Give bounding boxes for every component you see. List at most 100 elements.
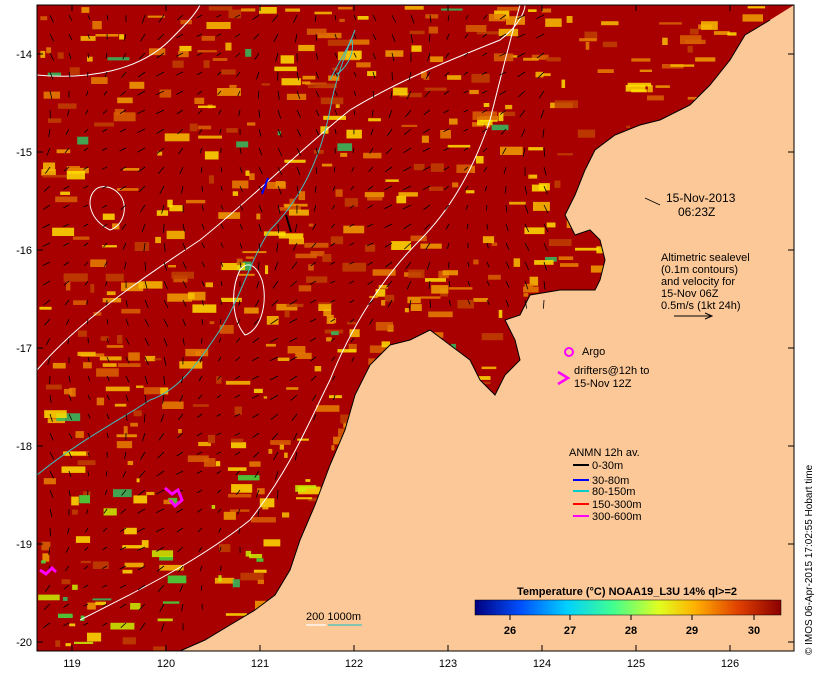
colorbar-tick-label: 27	[564, 625, 576, 637]
altimetry-line-1: Altimetric sealevel	[661, 252, 750, 264]
velocity-arrow	[258, 261, 260, 270]
velocity-arrow	[235, 52, 241, 58]
sst-patch	[585, 41, 590, 50]
velocity-arrow	[122, 242, 127, 250]
sst-patch	[198, 105, 216, 108]
sst-patch	[204, 151, 219, 160]
velocity-arrow	[141, 14, 146, 24]
velocity-arrow	[176, 508, 184, 513]
velocity-arrow	[485, 204, 488, 211]
sst-patch	[122, 637, 136, 645]
velocity-arrow	[423, 204, 431, 210]
sst-patch	[107, 57, 130, 61]
velocity-arrow	[270, 318, 279, 325]
velocity-arrow	[176, 109, 184, 115]
sst-patch	[579, 38, 597, 42]
velocity-arrow	[315, 128, 320, 136]
sst-patch	[102, 363, 117, 367]
sst-patch	[225, 42, 232, 51]
velocity-arrow	[102, 204, 108, 209]
velocity-arrow	[542, 128, 545, 138]
velocity-arrow	[314, 14, 317, 22]
velocity-arrow	[463, 109, 469, 113]
sst-patch	[113, 112, 136, 122]
sst-patch	[265, 265, 269, 275]
plot-frame	[36, 4, 795, 652]
sst-patch	[117, 363, 141, 367]
sst-patch	[102, 298, 122, 303]
sst-patch	[99, 356, 122, 361]
velocity-arrow	[353, 33, 357, 39]
velocity-arrow	[216, 14, 222, 18]
velocity-arrow	[384, 204, 393, 209]
velocity-arrow	[543, 204, 549, 214]
sst-patch	[285, 8, 300, 12]
velocity-arrow	[296, 90, 301, 100]
velocity-arrow	[156, 71, 165, 77]
velocity-arrow	[49, 90, 53, 100]
sst-patch	[66, 171, 85, 180]
sst-patch	[192, 304, 217, 313]
velocity-arrow	[486, 280, 490, 287]
velocity-arrow	[67, 109, 70, 117]
sst-patch	[488, 274, 501, 280]
sst-patch	[396, 195, 407, 204]
velocity-arrow	[516, 33, 526, 39]
velocity-arrow	[315, 185, 317, 193]
sst-patch	[75, 431, 84, 438]
velocity-arrow	[177, 432, 184, 439]
sst-patch	[207, 434, 215, 444]
velocity-arrow	[311, 394, 317, 401]
sst-patch	[149, 48, 166, 56]
sst-patch	[218, 575, 222, 582]
velocity-arrow	[429, 33, 431, 42]
velocity-arrow	[252, 337, 260, 344]
sst-patch	[335, 104, 340, 108]
sst-patch	[473, 298, 488, 302]
sst-patch	[66, 282, 71, 291]
velocity-arrow	[106, 375, 110, 381]
sst-patch	[509, 201, 526, 205]
x-axis-ticks: 119 120 121 122 123 124 125 126	[63, 5, 739, 670]
anmn-legend-label: 80-150m	[592, 486, 635, 498]
sst-patch	[163, 601, 180, 604]
velocity-arrow	[163, 337, 168, 347]
velocity-arrow	[272, 280, 279, 289]
velocity-arrow	[482, 147, 488, 153]
velocity-arrow	[236, 489, 241, 495]
sst-patch	[43, 478, 56, 485]
sst-patch	[95, 601, 106, 606]
velocity-arrow	[121, 71, 127, 78]
sst-patch	[631, 58, 651, 62]
velocity-arrow	[125, 299, 128, 307]
sst-patch	[430, 163, 444, 172]
x-tick-label: 124	[533, 658, 551, 670]
sst-patch	[223, 511, 236, 520]
sst-patch	[338, 6, 353, 10]
sst-patch	[201, 35, 215, 41]
velocity-arrow	[422, 185, 431, 191]
sst-patch	[159, 89, 172, 98]
sst-patch	[231, 438, 244, 443]
sst-patch	[554, 100, 578, 108]
sst-patch	[192, 404, 209, 407]
land-area	[180, 5, 794, 651]
velocity-arrow	[217, 375, 222, 380]
velocity-arrow	[239, 261, 242, 268]
sst-patch	[476, 156, 484, 164]
velocity-arrow	[156, 565, 165, 572]
velocity-arrow	[258, 109, 261, 118]
velocity-arrow	[217, 356, 222, 362]
anmn-legend-item: 150-300m	[573, 499, 642, 511]
velocity-arrow	[444, 204, 450, 210]
velocity-arrow	[505, 280, 510, 288]
velocity-arrow	[121, 489, 127, 496]
velocity-arrow	[402, 166, 412, 172]
velocity-arrow	[422, 166, 431, 171]
drifter-marker-icon	[557, 370, 571, 386]
velocity-arrow	[106, 394, 110, 400]
sst-patch	[279, 443, 284, 450]
velocity-arrow	[64, 147, 70, 154]
velocity-arrow	[274, 261, 279, 271]
velocity-arrow	[85, 527, 89, 533]
